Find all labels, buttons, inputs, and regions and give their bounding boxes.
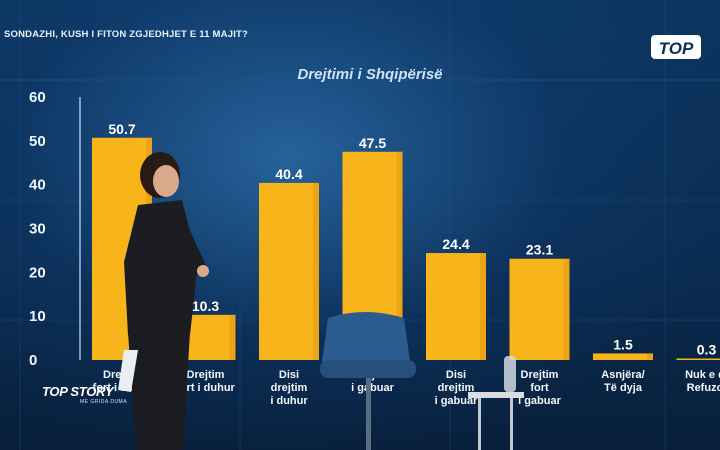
category-label: i gabuar	[518, 395, 562, 407]
side-table	[468, 356, 524, 450]
value-labels: 50.7 10.3 40.4 47.5 24.4 23.1 1.5 0.3	[108, 121, 716, 358]
category-label: Disi	[279, 369, 299, 381]
bar-value-label: 0.3	[697, 342, 717, 358]
top-channel-logo: TOP	[651, 35, 701, 59]
show-brand: TOP STORY	[42, 384, 114, 399]
category-label: Drejtim	[187, 369, 225, 381]
y-axis: 0 10 20 30 40 50 60	[29, 89, 81, 369]
bar-shade	[647, 353, 653, 360]
category-label: i duhur	[270, 395, 308, 407]
bar-value-label: 47.5	[359, 135, 386, 151]
show-subtitle: ME GRIDA DUMA	[80, 399, 128, 405]
bar-shade	[563, 258, 570, 360]
category-label: i gabuar	[435, 395, 479, 407]
category-label: Të dyja	[604, 382, 643, 394]
y-tick-label: 50	[29, 133, 46, 150]
bar-shade	[396, 151, 403, 360]
category-label: Drejtim	[521, 369, 559, 381]
y-tick-label: 10	[29, 308, 46, 325]
studio-chair	[320, 312, 416, 450]
bar-value-label: 1.5	[613, 336, 633, 352]
chart-title: Drejtimi i Shqipërisë	[297, 66, 443, 83]
bar-value-label: 50.7	[108, 121, 135, 137]
bar	[509, 258, 570, 360]
category-label: drejtim	[438, 382, 475, 394]
bar	[426, 253, 486, 360]
y-tick-label: 60	[29, 89, 46, 106]
y-tick-label: 40	[29, 177, 46, 194]
y-tick-label: 0	[29, 352, 37, 369]
bar-value-label: 23.1	[526, 242, 553, 258]
category-label: Nuk e di	[685, 369, 720, 381]
bar	[259, 182, 319, 360]
logo-text: TOP	[659, 39, 694, 58]
bar	[593, 353, 653, 360]
bar-shade	[229, 314, 236, 360]
y-tick-label: 20	[29, 264, 46, 281]
bar-value-label: 40.4	[275, 166, 302, 182]
presenter	[118, 152, 209, 450]
poll-headline: SONDAZHI, KUSH I FITON ZGJEDHJET E 11 MA…	[4, 29, 249, 40]
category-label: fort i duhur	[176, 382, 235, 394]
category-label: drejtim	[271, 382, 308, 394]
category-label: Disi	[446, 369, 466, 381]
category-label: fort	[530, 382, 549, 394]
bar-shade	[313, 182, 319, 360]
category-label: i gabuar	[351, 382, 395, 394]
bar-value-label: 10.3	[192, 298, 219, 314]
y-tick-label: 30	[29, 221, 46, 238]
bar-value-label: 24.4	[442, 236, 469, 252]
bar	[676, 358, 720, 360]
category-label: Asnjëra/	[601, 369, 644, 381]
category-label: Refuzoj	[687, 382, 720, 394]
bar-shade	[480, 253, 486, 360]
